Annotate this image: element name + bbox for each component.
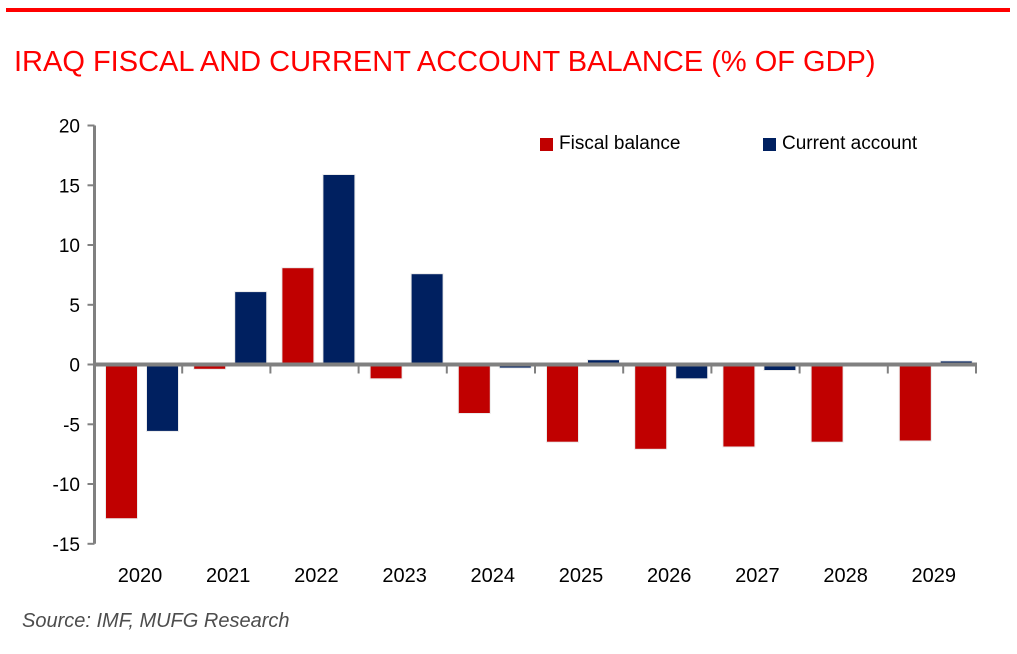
x-category-label: 2020 [118, 565, 163, 587]
bar-fiscal-2026 [634, 364, 668, 450]
x-category-label: 2022 [294, 565, 339, 587]
bar-current-2020 [146, 364, 179, 432]
bar-fiscal-2028 [810, 364, 844, 443]
legend-item-fiscal: Fiscal balance [540, 133, 680, 155]
legend-item-current: Current account [763, 133, 917, 155]
x-category-label: 2028 [823, 565, 868, 587]
y-tick-label: 10 [59, 236, 80, 257]
y-tick-label: -15 [53, 535, 80, 556]
bar-fiscal-2023 [369, 364, 403, 380]
bar-fiscal-2024 [457, 364, 491, 414]
y-tick-label: -5 [63, 415, 80, 436]
x-category-label: 2025 [559, 565, 604, 587]
y-tick-label: 20 [59, 117, 80, 138]
source-note: Source: IMF, MUFG Research [22, 610, 290, 632]
bar-current-2026 [675, 364, 709, 380]
bar-current-2022 [322, 174, 356, 365]
bar-fiscal-2022 [281, 267, 315, 366]
top-rule [6, 8, 1010, 12]
bar-current-2023 [410, 273, 444, 366]
current-legend-swatch [763, 137, 776, 151]
y-tick-label: 15 [59, 176, 80, 197]
current-legend-label: Current account [782, 133, 918, 154]
bar-fiscal-2029 [898, 364, 932, 442]
bar-current-2021 [234, 291, 268, 366]
x-category-label: 2027 [735, 565, 780, 587]
fiscal-legend-swatch [540, 137, 553, 151]
y-tick-label: 5 [69, 296, 80, 317]
bar-fiscal-2020 [105, 364, 138, 520]
y-tick-label: -10 [53, 475, 80, 496]
x-category-label: 2026 [647, 565, 692, 587]
x-category-label: 2021 [206, 565, 251, 587]
bar-fiscal-2025 [546, 364, 579, 443]
bar-fiscal-2027 [722, 364, 756, 448]
x-category-label: 2024 [471, 565, 516, 587]
x-category-label: 2023 [382, 565, 427, 587]
fiscal-legend-label: Fiscal balance [559, 133, 681, 154]
chart-title: IRAQ FISCAL AND CURRENT ACCOUNT BALANCE … [14, 46, 876, 78]
x-category-label: 2029 [912, 565, 957, 587]
y-tick-label: 0 [69, 356, 80, 377]
